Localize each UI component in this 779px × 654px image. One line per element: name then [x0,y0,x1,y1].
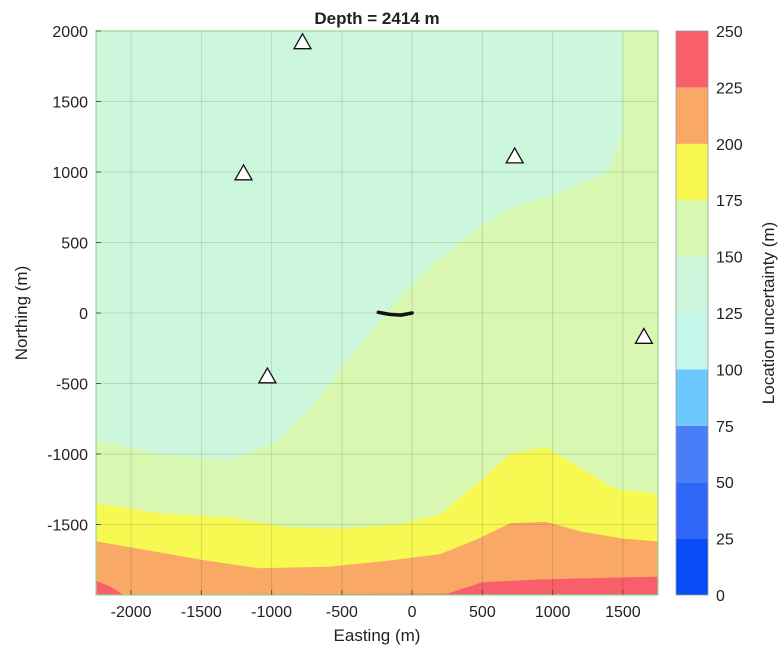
station-triangle [233,163,254,181]
y-tick-label: -500 [56,377,88,394]
x-tick-label: 500 [469,604,496,621]
colorbar-tick-label: 200 [716,137,743,154]
x-tick-label: -2000 [111,604,152,621]
colorbar-tick-label: 175 [716,193,743,210]
y-tick-label: 2000 [52,24,88,41]
colorbar-tick-label: 100 [716,362,743,379]
colorbar-ticks: 0 25 50 75 100 125 150 175 200 225 250 [716,24,743,605]
colorbar-tick-label: 125 [716,306,743,323]
colorbar-swatch-225-250 [676,31,708,88]
x-tick-label: -500 [326,604,358,621]
x-tick-label: 0 [408,604,417,621]
colorbar [675,30,709,596]
x-axis-label: Easting (m) [334,626,421,645]
fault-trace [376,310,414,317]
y-axis-label: Northing (m) [12,266,31,360]
station-triangle [505,146,525,164]
colorbar-swatch-200-225 [676,87,708,144]
colorbar-tick-label: 225 [716,80,743,97]
colorbar-frame [675,30,709,596]
y-tick-label: -1500 [47,518,88,535]
colorbar-tick-label: 150 [716,250,743,267]
colorbar-swatch-25-50 [676,482,708,539]
colorbar-swatch-175-200 [676,143,708,201]
colorbar-tick-label: 250 [716,24,743,41]
fault-trace-group [376,310,414,317]
colorbar-swatch-150-175 [676,200,708,257]
stations-group [233,32,654,384]
colorbar-tick-label: 0 [716,588,725,605]
y-tick-label: 1500 [52,95,88,112]
colorbar-swatch-0-25 [676,538,708,595]
colorbar-swatch-50-75 [676,425,708,483]
station-triangle [257,366,278,384]
colorbar-tick-label: 50 [716,475,734,492]
station-triangle [634,327,654,344]
x-tick-label: -1000 [251,604,292,621]
contour-regions [96,31,658,595]
x-tick-label: 1500 [605,604,641,621]
x-tick-label: -1500 [181,604,222,621]
y-tick-label: -1000 [47,447,88,464]
y-tick-label: 500 [61,236,88,253]
y-axis-ticks: -1500 -1000 -500 0 500 1000 1500 2000 [47,24,101,535]
colorbar-swatch-100-125 [676,313,708,370]
colorbar-tick-label: 25 [716,532,734,549]
x-tick-label: 1000 [535,604,571,621]
station-triangle [292,32,313,50]
plot-area [95,30,659,596]
contour-region-200-225 [96,521,658,595]
y-tick-label: 1000 [52,165,88,182]
colorbar-swatch-75-100 [676,369,708,426]
y-tick-label: 0 [79,306,88,323]
colorbar-tick-label: 75 [716,419,734,436]
contour-region-225-250 [96,576,658,595]
chart-title: Depth = 2414 m [314,9,439,28]
colorbar-swatch-125-150 [676,256,708,313]
colorbar-label: Location uncertainty (m) [759,222,778,404]
x-axis-ticks: -2000 -1500 -1000 -500 0 500 1000 1500 [111,590,641,621]
